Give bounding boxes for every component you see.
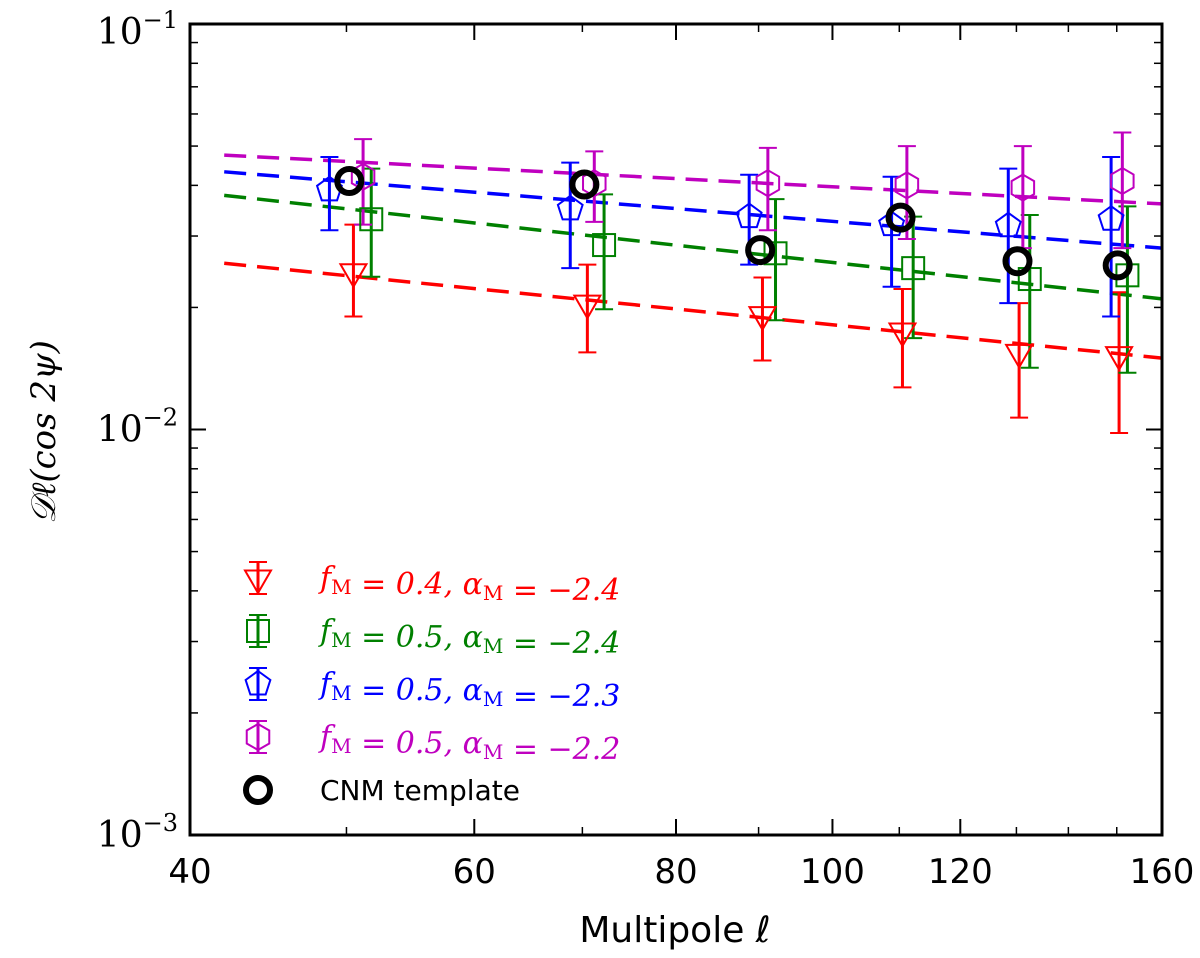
data-point-series-2-3 bbox=[878, 210, 906, 237]
legend-label: fM = 0.5, αM = −2.2 bbox=[318, 720, 620, 767]
data-point-series-4-5 bbox=[1102, 250, 1133, 281]
data-point-series-1-1 bbox=[592, 233, 617, 258]
data-point-series-1-3 bbox=[901, 256, 926, 281]
markers bbox=[315, 162, 1140, 372]
data-point-series-0-3 bbox=[887, 322, 918, 348]
legend-marker-3 bbox=[245, 722, 271, 752]
legend-label: fM = 0.5, αM = −2.3 bbox=[318, 667, 620, 714]
data-point-series-2-5 bbox=[1097, 205, 1125, 231]
tick-labels: 10−3 10−2 10−1 40 60 80 100 120 160 bbox=[97, 6, 1195, 892]
legend-label: fM = 0.4, αM = −2.4 bbox=[318, 561, 620, 608]
x-tick-label: 40 bbox=[168, 852, 211, 892]
data-point-series-1-0 bbox=[359, 207, 384, 232]
data-point-series-3-5 bbox=[1110, 166, 1135, 196]
data-point-series-0-2 bbox=[747, 306, 778, 332]
data-point-series-3-1 bbox=[582, 169, 607, 198]
data-point-series-1-2 bbox=[763, 241, 788, 266]
fit-lines bbox=[224, 153, 1163, 360]
x-tick-label: 100 bbox=[800, 852, 865, 892]
fit-line-series-3 bbox=[224, 153, 1163, 206]
data-point-series-3-4 bbox=[1010, 173, 1036, 202]
x-axis-label: Multipole ℓ bbox=[579, 910, 770, 951]
fit-line-series-2 bbox=[224, 170, 1163, 250]
data-point-series-4-3 bbox=[885, 202, 916, 233]
data-point-series-0-5 bbox=[1104, 346, 1134, 372]
y-axis-label: 𝒟ℓ(cos 2ψ) bbox=[24, 340, 64, 524]
data-point-series-2-4 bbox=[994, 211, 1022, 238]
legend-marker-0 bbox=[243, 569, 273, 596]
legend-marker-4 bbox=[243, 775, 273, 805]
fit-line-series-1 bbox=[224, 193, 1163, 301]
data-point-series-0-1 bbox=[572, 294, 603, 321]
x-tick-label: 120 bbox=[928, 852, 993, 892]
data-point-series-4-4 bbox=[1002, 246, 1033, 277]
data-point-series-3-3 bbox=[894, 171, 920, 200]
plot-frame bbox=[188, 22, 1164, 837]
fit-line-series-0 bbox=[224, 261, 1163, 360]
legend-marker-1 bbox=[246, 619, 270, 643]
legend: fM = 0.4, αM = −2.4 fM = 0.5, αM = −2.4 fM… bbox=[243, 561, 620, 807]
data-point-series-0-4 bbox=[1004, 343, 1034, 370]
data-point-series-4-1 bbox=[569, 169, 600, 200]
legend-label: fM = 0.5, αM = −2.4 bbox=[318, 614, 620, 661]
data-point-series-2-2 bbox=[735, 202, 763, 229]
data-point-series-3-2 bbox=[755, 169, 781, 198]
y-tick-label: 10−3 bbox=[97, 809, 178, 856]
legend-marker-2 bbox=[244, 669, 272, 696]
x-tick-label: 60 bbox=[453, 852, 496, 892]
y-tick-label: 10−2 bbox=[97, 404, 178, 451]
x-tick-label: 80 bbox=[654, 852, 697, 892]
legend-label: CNM template bbox=[320, 774, 520, 807]
data-point-series-2-1 bbox=[556, 194, 584, 221]
data-point-series-0-0 bbox=[338, 263, 369, 289]
y-tick-label: 10−1 bbox=[97, 6, 178, 53]
data-point-series-4-2 bbox=[745, 235, 776, 266]
data-point-series-4-0 bbox=[334, 166, 365, 197]
x-tick-label: 160 bbox=[1130, 852, 1195, 892]
